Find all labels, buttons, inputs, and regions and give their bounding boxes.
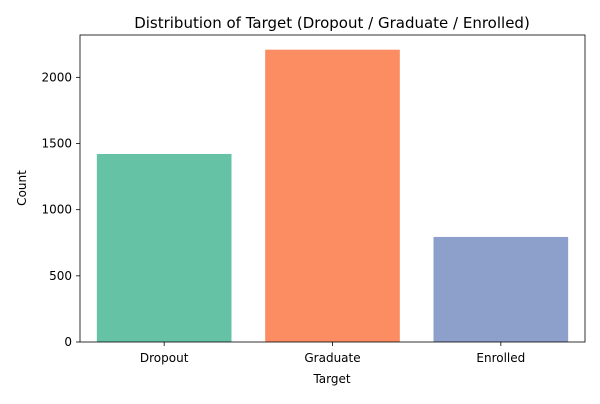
bar-dropout — [96, 153, 232, 342]
x-axis-ticks: Dropout Graduate Enrolled — [140, 342, 525, 365]
bar-graduate — [265, 49, 400, 343]
bars-group — [96, 49, 569, 343]
y-tick-label: 500 — [49, 269, 72, 283]
chart-title: Distribution of Target (Dropout / Gradua… — [134, 14, 530, 32]
y-axis-ticks: 0 500 1000 1500 2000 — [41, 70, 80, 349]
y-tick-label: 2000 — [41, 70, 72, 84]
x-tick-label: Graduate — [304, 351, 360, 365]
x-tick-label: Enrolled — [476, 351, 525, 365]
y-tick-label: 0 — [64, 335, 72, 349]
bar-enrolled — [433, 236, 569, 342]
x-axis-label: Target — [312, 372, 350, 386]
x-tick-label: Dropout — [140, 351, 189, 365]
y-tick-label: 1000 — [41, 203, 72, 217]
y-tick-label: 1500 — [41, 137, 72, 151]
y-axis-label: Count — [15, 170, 29, 206]
